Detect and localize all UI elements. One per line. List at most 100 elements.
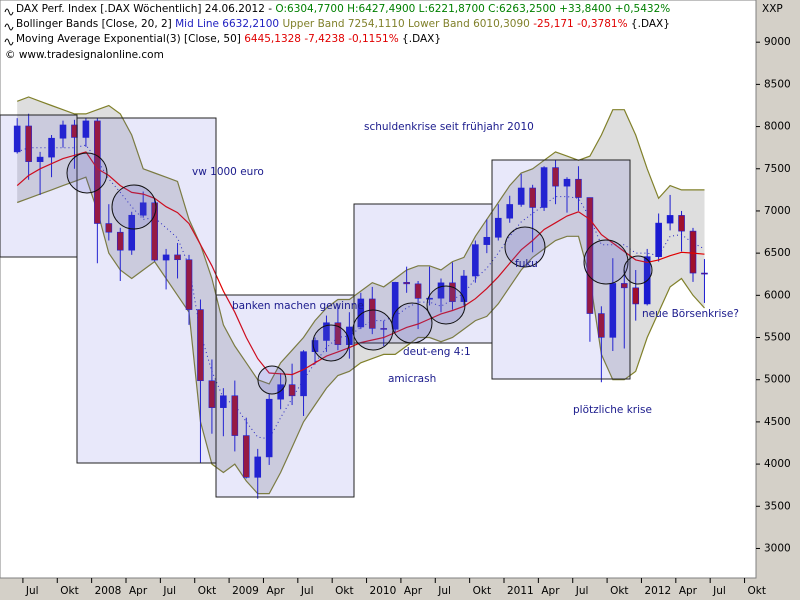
candle-body (220, 395, 227, 408)
candle-body (162, 254, 170, 261)
x-tick-label: Jul (575, 585, 589, 597)
candle-body (36, 156, 44, 162)
candle-body (105, 223, 113, 233)
candle-body (265, 398, 273, 458)
candle-body (13, 125, 21, 153)
candle-body (197, 309, 204, 382)
annotation: schuldenkrise seit frühjahr 2010 (364, 121, 534, 133)
candle-body (426, 297, 433, 300)
candle-body (655, 222, 662, 257)
annotation-circle (391, 302, 433, 344)
copyright: © www.tradesignalonline.com (5, 49, 164, 61)
x-tick-label: Apr (266, 585, 285, 597)
header-bands: Upper Band 7254,1110 Lower Band 6010,309… (282, 18, 529, 30)
y-tick-label: 9000 (764, 36, 791, 48)
candle-body (575, 178, 582, 198)
plot-layer (13, 96, 708, 499)
x-tick-label: Jul (712, 585, 726, 597)
candle-body (139, 202, 147, 216)
candle-body (494, 217, 502, 238)
x-tick-label: Apr (541, 585, 560, 597)
x-tick-label: 2009 (232, 585, 259, 597)
annotation-box (491, 159, 631, 380)
annotation-box (215, 294, 355, 498)
y-tick-label: 7000 (764, 205, 791, 217)
candle-body (506, 204, 514, 219)
y-tick-label: 6500 (764, 247, 791, 259)
candle-body (620, 283, 628, 289)
x-tick-label: Okt (473, 585, 491, 597)
x-tick-label: Okt (610, 585, 628, 597)
y-tick-label: 8000 (764, 121, 791, 133)
candle-body (185, 259, 193, 310)
candle-body (391, 282, 399, 330)
x-tick-label: 2010 (370, 585, 397, 597)
candle-body (254, 456, 262, 478)
header: DAX Perf. Index [.DAX Wöchentlich] 24.06… (4, 3, 783, 61)
header-line: Bollinger Bands [Close, 20, 2] Mid Line … (16, 18, 670, 30)
header-line: DAX Perf. Index [.DAX Wöchentlich] 24.06… (16, 3, 670, 15)
icon (4, 23, 14, 31)
candle-body (277, 384, 284, 400)
annotation-circle (257, 365, 287, 395)
candle-body (368, 298, 376, 329)
candle-body (82, 120, 90, 138)
y-tick-label: 3500 (764, 500, 791, 512)
annotation-circle (623, 255, 653, 285)
annotation: vw 1000 euro (192, 166, 264, 178)
candle-body (701, 272, 708, 275)
corner-label: XXP (762, 3, 783, 15)
header-line: Moving Average Exponential(3) [Close, 50… (16, 33, 441, 45)
x-tick-label: Jul (300, 585, 314, 597)
annotation: fuku (515, 258, 538, 270)
candle-body (460, 275, 468, 302)
header-change: -25,171 -0,3781% (533, 18, 627, 30)
annotation-circle (583, 239, 629, 285)
annotation-circle (352, 309, 394, 351)
header-text: Bollinger Bands [Close, 20, 2] (16, 18, 175, 30)
annotation-circle (426, 285, 466, 325)
annotation-box (0, 114, 78, 258)
candle-body (174, 254, 181, 261)
candle-body (59, 124, 67, 139)
candle-body (689, 230, 697, 274)
x-tick-label: 2008 (95, 585, 122, 597)
annotation: neue Börsenkrise? (642, 308, 739, 320)
candle-body (334, 322, 342, 345)
candle-body (529, 187, 536, 208)
candle-body (483, 236, 491, 245)
candle-body (323, 322, 330, 341)
candle-body (632, 287, 640, 305)
icon (4, 38, 14, 46)
candle-body (288, 384, 296, 397)
annotation: plötzliche krise (573, 404, 652, 416)
candle-body (48, 137, 55, 158)
candle-body (586, 197, 594, 314)
annotation-layer: vw 1000 euro schuldenkrise seit frühjahr… (0, 114, 739, 498)
candle-body (517, 187, 525, 205)
candle-body (242, 435, 250, 478)
candle-body (380, 328, 388, 330)
candle-body (231, 395, 239, 436)
header-symbol: {.DAX} (402, 33, 441, 45)
candle-body (472, 244, 479, 277)
candle-body (94, 120, 101, 224)
y-tick-label: 8500 (764, 78, 791, 90)
x-tick-label: Jul (162, 585, 176, 597)
header-quote: O:6304,7700 H:6427,4900 L:6221,8700 C:62… (275, 3, 670, 15)
candle-body (678, 215, 685, 232)
y-tick-label: 5000 (764, 374, 791, 386)
candle-body (25, 125, 32, 162)
x-tick-label: 2012 (644, 585, 671, 597)
candle-body (151, 202, 158, 261)
annotation-circle (504, 226, 546, 268)
x-tick-label: 2011 (507, 585, 534, 597)
x-tick-label: Apr (404, 585, 423, 597)
header-value: 6445,1328 -7,4238 -0,1151% (244, 33, 399, 45)
annotation: deut-eng 4:1 (403, 346, 471, 358)
header-text: DAX Perf. Index [.DAX Wöchentlich] 24.06… (16, 3, 275, 15)
x-tick-label: Apr (679, 585, 698, 597)
candle-body (403, 282, 410, 285)
upper-band (16, 96, 705, 385)
